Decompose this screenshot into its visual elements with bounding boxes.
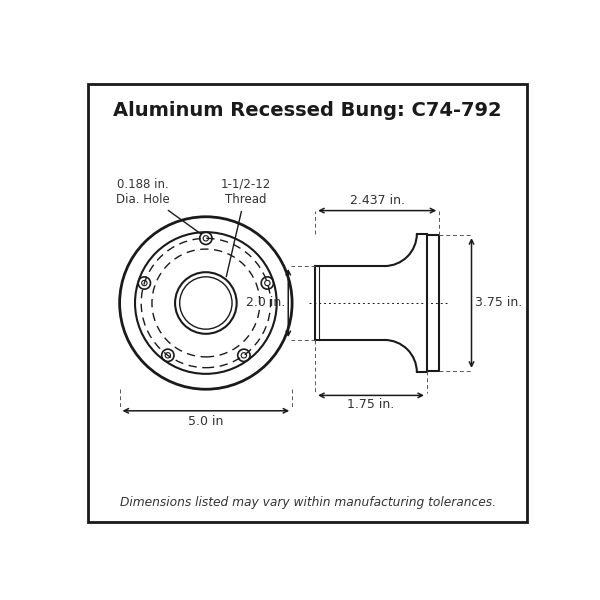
- Text: 5.0 in: 5.0 in: [188, 415, 224, 428]
- Text: 0.188 in.
Dia. Hole: 0.188 in. Dia. Hole: [116, 178, 200, 233]
- Text: 3.75 in.: 3.75 in.: [475, 296, 522, 310]
- Text: 2.437 in.: 2.437 in.: [350, 194, 404, 207]
- Text: 1-1/2-12
Thread: 1-1/2-12 Thread: [221, 178, 271, 277]
- Bar: [427, 235, 439, 371]
- Text: Dimensions listed may vary within manufacturing tolerances.: Dimensions listed may vary within manufa…: [119, 496, 496, 509]
- Text: Aluminum Recessed Bung: C74-792: Aluminum Recessed Bung: C74-792: [113, 101, 502, 120]
- Text: 1.75 in.: 1.75 in.: [347, 398, 395, 412]
- Text: 2.0 in.: 2.0 in.: [246, 296, 285, 310]
